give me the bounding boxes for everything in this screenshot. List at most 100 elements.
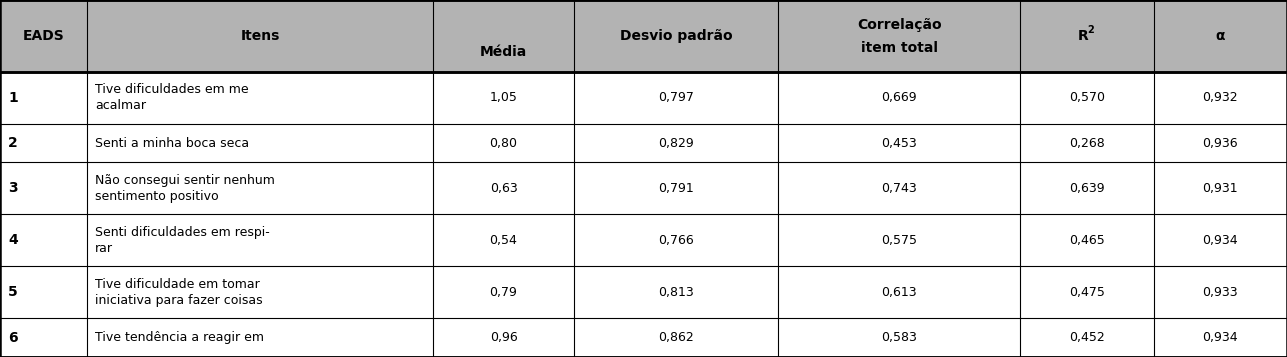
- Bar: [1153, 124, 1287, 162]
- Text: 0,583: 0,583: [882, 331, 918, 344]
- Text: 0,862: 0,862: [659, 331, 694, 344]
- Bar: [88, 124, 432, 162]
- Bar: [574, 266, 779, 318]
- Bar: [432, 266, 574, 318]
- Text: 1,05: 1,05: [489, 91, 517, 104]
- Bar: [88, 162, 432, 215]
- Text: 0,452: 0,452: [1069, 331, 1106, 344]
- Text: 0,791: 0,791: [659, 182, 694, 195]
- Bar: [432, 0, 574, 72]
- Bar: [1021, 215, 1153, 266]
- Text: Tive tendência a reagir em: Tive tendência a reagir em: [95, 331, 264, 344]
- Bar: [779, 0, 1021, 72]
- Text: 2: 2: [1088, 25, 1094, 35]
- Bar: [0, 162, 88, 215]
- Text: 0,743: 0,743: [882, 182, 918, 195]
- Text: 4: 4: [8, 233, 18, 247]
- Text: 3: 3: [8, 181, 18, 195]
- Bar: [88, 72, 432, 124]
- Bar: [574, 124, 779, 162]
- Text: 0,453: 0,453: [882, 137, 918, 150]
- Bar: [779, 72, 1021, 124]
- Bar: [574, 72, 779, 124]
- Text: 0,639: 0,639: [1069, 182, 1104, 195]
- Bar: [432, 318, 574, 357]
- Bar: [0, 0, 88, 72]
- Bar: [779, 266, 1021, 318]
- Bar: [432, 72, 574, 124]
- Text: 0,613: 0,613: [882, 286, 918, 299]
- Bar: [1021, 72, 1153, 124]
- Text: 6: 6: [8, 331, 18, 345]
- Text: Não consegui sentir nenhum
sentimento positivo: Não consegui sentir nenhum sentimento po…: [95, 174, 275, 203]
- Text: EADS: EADS: [23, 29, 64, 43]
- Text: Desvio padrão: Desvio padrão: [620, 29, 732, 43]
- Bar: [0, 72, 88, 124]
- Text: Senti a minha boca seca: Senti a minha boca seca: [95, 137, 250, 150]
- Text: 0,933: 0,933: [1202, 286, 1238, 299]
- Bar: [0, 266, 88, 318]
- Bar: [1153, 215, 1287, 266]
- Bar: [1021, 124, 1153, 162]
- Text: Tive dificuldade em tomar
iniciativa para fazer coisas: Tive dificuldade em tomar iniciativa par…: [95, 278, 263, 307]
- Bar: [779, 162, 1021, 215]
- Bar: [574, 318, 779, 357]
- Bar: [1153, 318, 1287, 357]
- Text: 0,63: 0,63: [489, 182, 517, 195]
- Text: 0,936: 0,936: [1202, 137, 1238, 150]
- Text: 0,934: 0,934: [1202, 234, 1238, 247]
- Text: 0,766: 0,766: [659, 234, 694, 247]
- Bar: [1153, 0, 1287, 72]
- Text: 0,475: 0,475: [1069, 286, 1106, 299]
- Bar: [574, 0, 779, 72]
- Bar: [88, 215, 432, 266]
- Bar: [432, 124, 574, 162]
- Text: 0,797: 0,797: [658, 91, 694, 104]
- Text: 5: 5: [8, 285, 18, 299]
- Bar: [1021, 266, 1153, 318]
- Text: 1: 1: [8, 91, 18, 105]
- Text: item total: item total: [861, 41, 938, 55]
- Text: 0,96: 0,96: [489, 331, 517, 344]
- Bar: [574, 215, 779, 266]
- Text: Média: Média: [480, 45, 528, 59]
- Bar: [0, 124, 88, 162]
- Text: 0,931: 0,931: [1202, 182, 1238, 195]
- Bar: [1153, 266, 1287, 318]
- Bar: [0, 215, 88, 266]
- Bar: [779, 318, 1021, 357]
- Text: 0,80: 0,80: [489, 137, 517, 150]
- Text: 0,465: 0,465: [1069, 234, 1106, 247]
- Bar: [0, 318, 88, 357]
- Bar: [779, 124, 1021, 162]
- Text: α: α: [1216, 29, 1225, 43]
- Bar: [574, 162, 779, 215]
- Text: 0,575: 0,575: [882, 234, 918, 247]
- Text: 0,54: 0,54: [489, 234, 517, 247]
- Bar: [432, 215, 574, 266]
- Bar: [1021, 318, 1153, 357]
- Text: 2: 2: [8, 136, 18, 150]
- Bar: [1153, 162, 1287, 215]
- Text: R: R: [1077, 29, 1089, 43]
- Bar: [432, 162, 574, 215]
- Bar: [1153, 72, 1287, 124]
- Text: Itens: Itens: [241, 29, 279, 43]
- Bar: [88, 266, 432, 318]
- Text: Senti dificuldades em respi-
rar: Senti dificuldades em respi- rar: [95, 226, 270, 255]
- Text: Tive dificuldades em me
acalmar: Tive dificuldades em me acalmar: [95, 83, 248, 112]
- Bar: [779, 215, 1021, 266]
- Text: 0,813: 0,813: [659, 286, 694, 299]
- Text: Correlação: Correlação: [857, 18, 942, 32]
- Text: 0,79: 0,79: [489, 286, 517, 299]
- Bar: [1021, 0, 1153, 72]
- Bar: [1021, 162, 1153, 215]
- Text: 0,934: 0,934: [1202, 331, 1238, 344]
- Text: 0,829: 0,829: [659, 137, 694, 150]
- Text: 0,669: 0,669: [882, 91, 918, 104]
- Bar: [88, 318, 432, 357]
- Bar: [88, 0, 432, 72]
- Text: 0,932: 0,932: [1202, 91, 1238, 104]
- Text: 0,268: 0,268: [1069, 137, 1106, 150]
- Text: 0,570: 0,570: [1069, 91, 1106, 104]
